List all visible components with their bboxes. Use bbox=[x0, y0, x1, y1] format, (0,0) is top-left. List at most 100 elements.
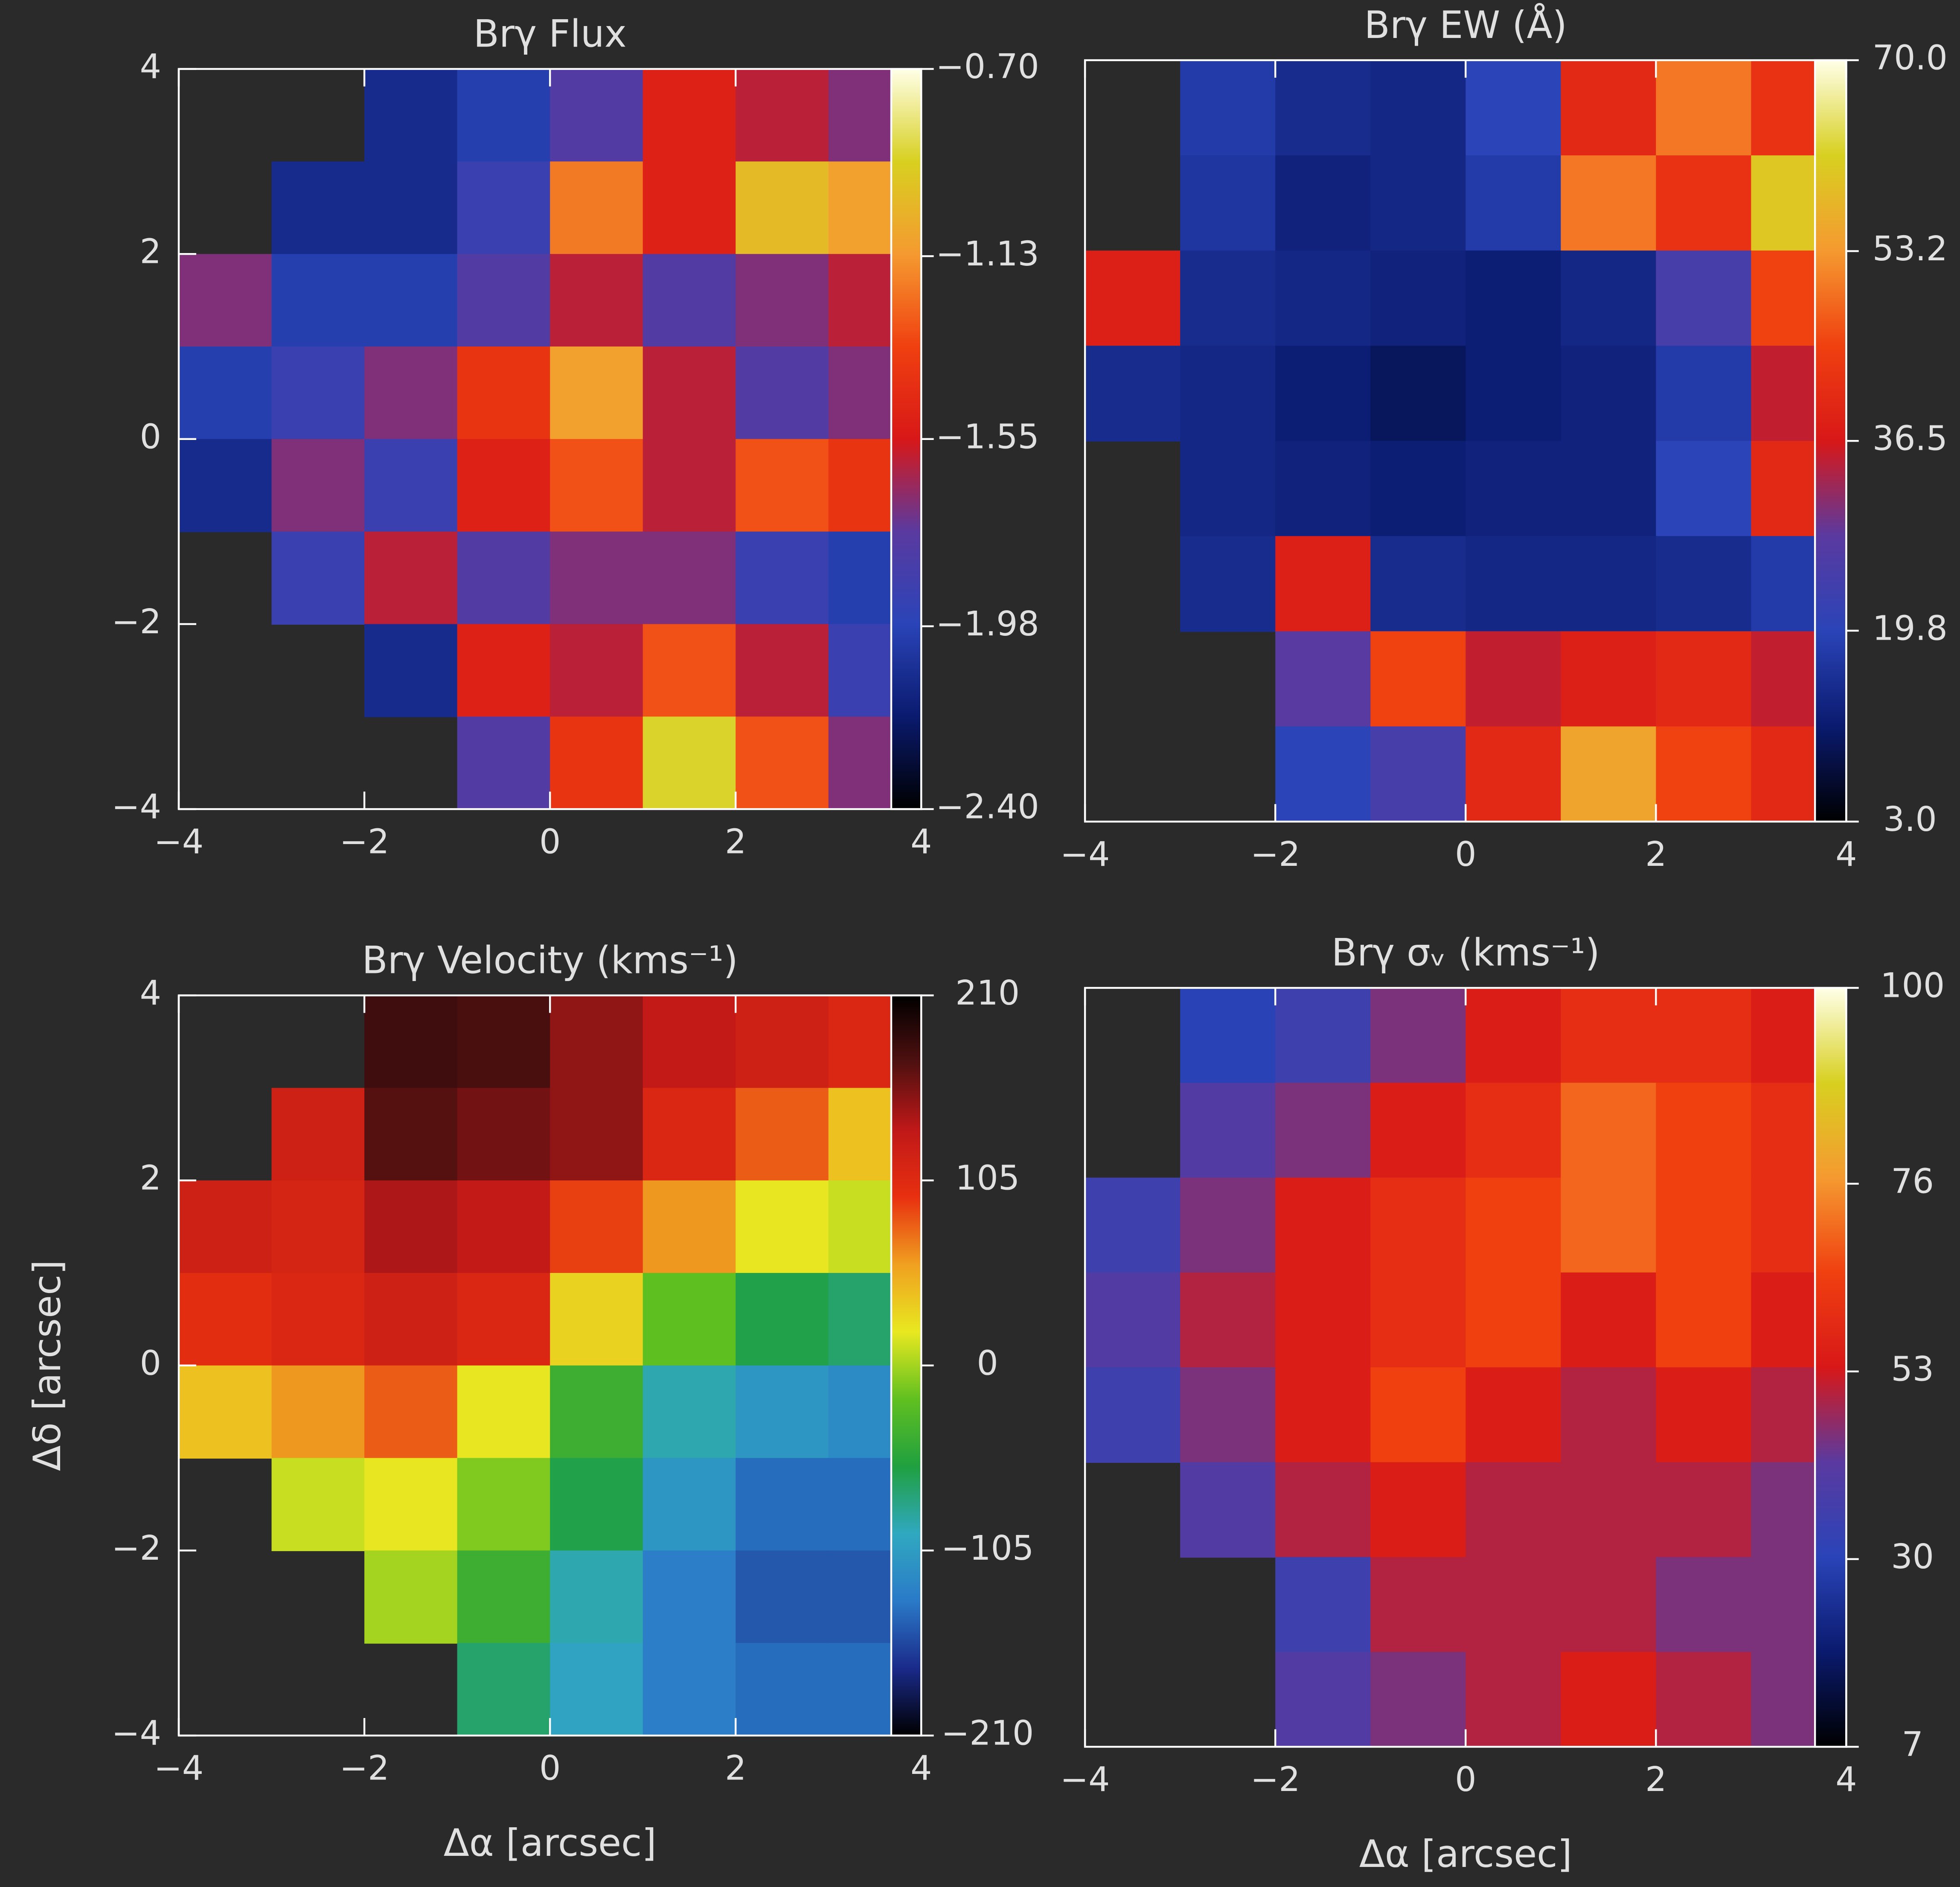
colorbar-tick-label: 36.5 bbox=[1873, 419, 1948, 458]
x-tick-label: −2 bbox=[340, 1749, 390, 1788]
x-tick-label: 4 bbox=[910, 822, 932, 862]
heat-cell bbox=[364, 996, 458, 1089]
y-tick-label: −4 bbox=[111, 1714, 161, 1753]
x-tick-label: 4 bbox=[1835, 1760, 1857, 1799]
heat-cell bbox=[272, 254, 365, 347]
colorbar-tick-label: 30 bbox=[1891, 1537, 1934, 1576]
page: −2.40−1.98−1.55−1.13−0.70−4−2024−4−2024B… bbox=[0, 0, 1960, 1887]
colorbar-tick-label: −1.98 bbox=[936, 604, 1039, 644]
heat-cell bbox=[1180, 1273, 1276, 1368]
y-tick-label: −2 bbox=[111, 602, 161, 641]
heat-cell bbox=[550, 1550, 643, 1643]
heat-cell bbox=[550, 1643, 643, 1736]
heat-cell bbox=[1370, 155, 1466, 251]
x-tick-label: 2 bbox=[725, 822, 746, 862]
heat-cell bbox=[364, 1273, 458, 1366]
heat-cell bbox=[1275, 1557, 1371, 1653]
heat-cell bbox=[643, 1180, 736, 1273]
x-tick-label: −4 bbox=[154, 822, 204, 862]
panel-title: Brγ Flux bbox=[474, 12, 627, 55]
heat-cell bbox=[1180, 1083, 1276, 1178]
heat-cell bbox=[1370, 250, 1466, 346]
x-tick-label: −4 bbox=[1060, 1760, 1110, 1799]
x-tick-label: 4 bbox=[1835, 835, 1857, 874]
colorbar-tick-label: 105 bbox=[955, 1159, 1020, 1198]
heat-cell bbox=[1275, 441, 1371, 536]
heat-cell bbox=[736, 716, 829, 810]
x-tick-label: 2 bbox=[1645, 835, 1666, 874]
y-tick-label: 4 bbox=[140, 973, 161, 1013]
y-tick-label: −2 bbox=[111, 1529, 161, 1568]
heat-cell bbox=[1180, 250, 1276, 346]
heat-cell bbox=[457, 532, 551, 625]
heat-cell bbox=[364, 1366, 458, 1459]
heat-cell bbox=[457, 1273, 551, 1366]
heat-cell bbox=[1275, 1273, 1371, 1368]
heat-cell bbox=[1466, 346, 1561, 441]
heat-cell bbox=[1466, 1557, 1561, 1653]
heat-cell bbox=[1561, 1652, 1656, 1747]
heat-cell bbox=[272, 1366, 365, 1459]
heat-cell bbox=[643, 716, 736, 810]
heat-cell bbox=[643, 624, 736, 717]
heat-cell bbox=[1275, 250, 1371, 346]
heat-cell bbox=[364, 347, 458, 440]
heat-cell bbox=[272, 347, 365, 440]
panel-title: Brγ EW (Å) bbox=[1364, 3, 1567, 47]
colorbar-tick-label: 53 bbox=[1891, 1349, 1934, 1389]
heat-cell bbox=[1180, 1462, 1276, 1558]
heat-cell bbox=[1561, 1462, 1656, 1558]
heat-cell bbox=[1466, 250, 1561, 346]
heat-cell bbox=[1370, 441, 1466, 536]
x-tick-label: 0 bbox=[539, 1749, 561, 1788]
heat-cell bbox=[1656, 1557, 1751, 1653]
colorbar-tick-label: −210 bbox=[941, 1714, 1034, 1753]
heat-cell bbox=[1275, 988, 1371, 1083]
heat-cell bbox=[643, 347, 736, 440]
heat-cell bbox=[272, 1273, 365, 1366]
heat-cell bbox=[1275, 60, 1371, 156]
heat-cell bbox=[1466, 631, 1561, 727]
heat-cell bbox=[550, 1273, 643, 1366]
heat-cell bbox=[1656, 346, 1751, 441]
heat-cell bbox=[364, 1180, 458, 1273]
heat-cell bbox=[1466, 1462, 1561, 1558]
x-tick-label: 2 bbox=[1645, 1760, 1666, 1799]
heat-cell bbox=[1180, 155, 1276, 251]
heat-cell bbox=[736, 347, 829, 440]
heat-cell bbox=[1561, 1367, 1656, 1463]
heat-cell bbox=[1085, 1367, 1181, 1463]
heat-cell bbox=[1561, 726, 1656, 822]
heat-cell bbox=[550, 532, 643, 625]
x-axis-label: Δα [arcsec] bbox=[1359, 1832, 1572, 1876]
heat-cell bbox=[550, 1088, 643, 1181]
colorbar-tick-label: 76 bbox=[1891, 1162, 1934, 1201]
heat-cell bbox=[364, 1088, 458, 1181]
x-tick-label: 0 bbox=[1455, 835, 1476, 874]
heat-cell bbox=[1370, 1367, 1466, 1463]
heat-cell bbox=[457, 1458, 551, 1551]
heat-cell bbox=[1656, 1462, 1751, 1558]
heat-cell bbox=[1466, 60, 1561, 156]
heat-cell bbox=[364, 1458, 458, 1551]
heat-cell bbox=[1656, 1178, 1751, 1273]
heat-cell bbox=[1370, 60, 1466, 156]
heat-cell bbox=[457, 1088, 551, 1181]
heat-cell bbox=[736, 1273, 829, 1366]
heat-cell bbox=[457, 996, 551, 1089]
colorbar-tick-label: −1.13 bbox=[936, 234, 1039, 274]
heat-cell bbox=[550, 624, 643, 717]
heat-cell bbox=[1656, 726, 1751, 822]
heat-cell bbox=[1656, 536, 1751, 632]
heat-cell bbox=[1561, 250, 1656, 346]
heat-cell bbox=[1561, 536, 1656, 632]
heat-cell bbox=[457, 439, 551, 532]
heat-cell bbox=[1561, 1178, 1656, 1273]
heat-cell bbox=[364, 532, 458, 625]
heat-cell bbox=[1656, 1083, 1751, 1178]
heat-cell bbox=[736, 1088, 829, 1181]
heat-cell bbox=[1370, 1557, 1466, 1653]
heat-cell bbox=[550, 1458, 643, 1551]
heat-cell bbox=[736, 254, 829, 347]
y-axis-label: Δδ [arcsec] bbox=[25, 1260, 69, 1471]
